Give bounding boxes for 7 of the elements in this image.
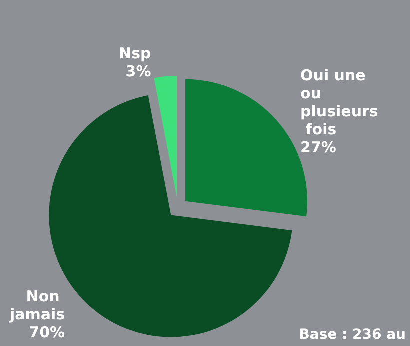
data-label: 70% xyxy=(29,323,66,342)
data-label: 27% xyxy=(300,138,336,156)
slice-label: Non jamais xyxy=(8,287,66,324)
slice-label: Oui une ou plusieurs fois xyxy=(300,66,378,138)
slice-label: Nsp xyxy=(119,44,152,63)
text: Base : 236 au xyxy=(299,327,406,343)
data-label: 3% xyxy=(126,62,152,81)
